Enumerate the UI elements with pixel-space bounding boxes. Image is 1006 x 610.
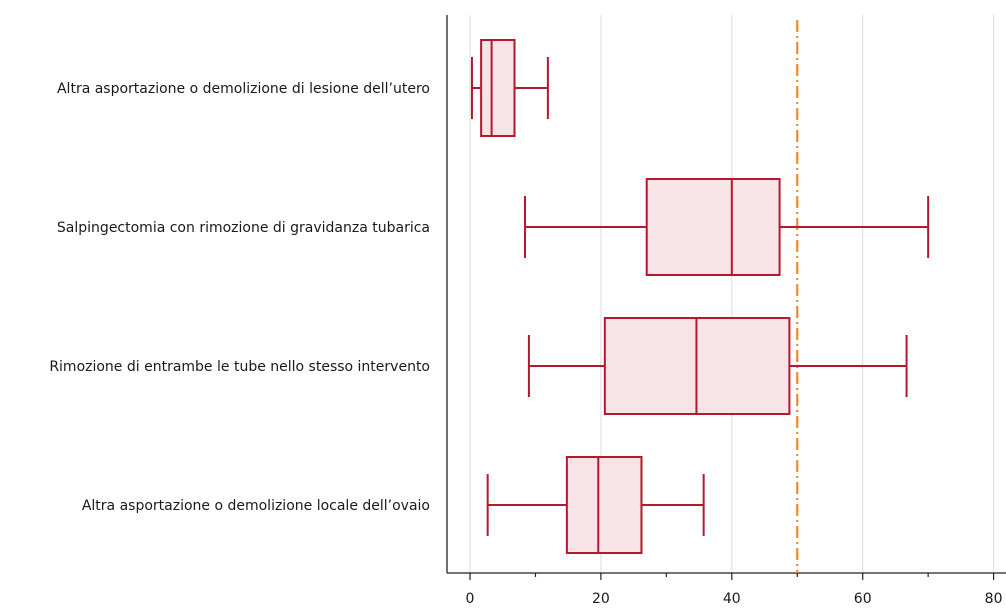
box-iqr (480, 39, 516, 137)
x-tick-label: 40 (723, 591, 741, 607)
category-labels: Altra asportazione o demolizione di lesi… (49, 81, 430, 514)
category-label: Salpingectomia con rimozione di gravidan… (57, 220, 430, 236)
box-1 (470, 39, 549, 137)
box-3 (527, 317, 908, 415)
box-4 (486, 456, 705, 554)
category-label: Altra asportazione o demolizione di lesi… (57, 81, 430, 97)
x-tick-label: 20 (592, 591, 610, 607)
x-tick-label: 60 (854, 591, 872, 607)
box-iqr (565, 456, 643, 554)
boxes (470, 39, 930, 554)
x-tick-label: 0 (466, 591, 475, 607)
category-label: Altra asportazione o demolizione locale … (82, 498, 430, 514)
box-iqr (645, 178, 781, 276)
category-label: Rimozione di entrambe le tube nello stes… (49, 359, 430, 375)
axes (446, 15, 1006, 580)
box-2 (523, 178, 930, 276)
tick-labels: 0 20 40 60 80 (466, 591, 1003, 607)
x-tick-label: 80 (985, 591, 1003, 607)
